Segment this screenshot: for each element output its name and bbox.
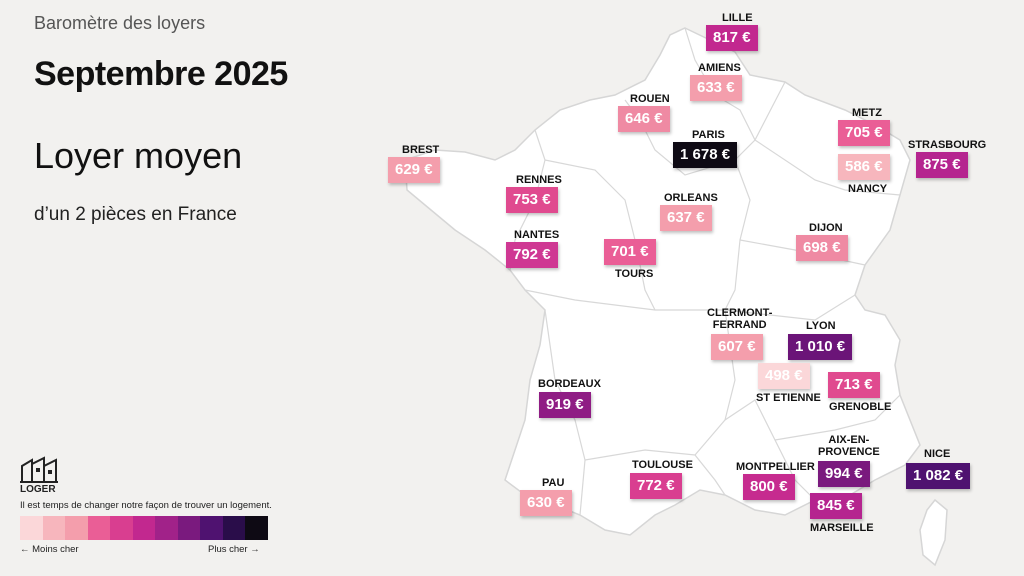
page-title: Septembre 2025 <box>34 55 288 93</box>
loger-logo-icon <box>20 456 58 483</box>
city-label-marseille: MARSEILLE <box>810 522 874 534</box>
color-scale-step <box>132 516 155 540</box>
price-tag-brest: 629 € <box>388 157 440 183</box>
eyebrow-title: Baromètre des loyers <box>34 13 206 33</box>
color-scale-step <box>155 516 178 540</box>
city-label-rennes: RENNES <box>516 174 562 186</box>
color-scale-step <box>65 516 88 540</box>
price-tag-tours: 701 € <box>604 239 656 265</box>
price-tag-dijon: 698 € <box>796 235 848 261</box>
city-label-montpellier: MONTPELLIER <box>736 461 815 473</box>
city-label-brest: BREST <box>402 144 440 156</box>
color-scale-step <box>42 516 65 540</box>
price-tag-pau: 630 € <box>520 490 572 516</box>
price-tag-toulouse: 772 € <box>630 473 682 499</box>
city-label-orleans: ORLEANS <box>664 192 718 204</box>
price-tag-lille: 817 € <box>706 25 758 51</box>
scale-high-label: Plus cher → <box>208 544 260 555</box>
page-subtitle: Loyer moyen <box>34 135 243 176</box>
city-label-lyon: LYON <box>806 320 836 332</box>
scale-low-label: ← Moins cher <box>20 544 79 555</box>
city-label-aix-en-provence: AIX-EN- PROVENCE <box>818 434 880 458</box>
city-label-nantes: NANTES <box>514 229 560 241</box>
price-tag-clermont-ferrand: 607 € <box>711 334 763 360</box>
price-tag-lyon: 1 010 € <box>788 334 853 360</box>
price-tag-rouen: 646 € <box>618 106 670 132</box>
corsica <box>919 498 948 567</box>
color-scale-step <box>222 516 245 540</box>
color-scale-step <box>245 516 268 540</box>
price-tag-nancy: 586 € <box>838 154 890 180</box>
price-tag-amiens: 633 € <box>690 75 742 101</box>
color-scale <box>20 516 268 540</box>
price-tag-marseille: 845 € <box>810 493 862 519</box>
city-label-amiens: AMIENS <box>698 62 741 74</box>
price-tag-nice: 1 082 € <box>906 463 971 489</box>
city-label-pau: PAU <box>542 477 565 489</box>
color-scale-step <box>177 516 200 540</box>
legend-tagline: Il est temps de changer notre façon de t… <box>20 500 272 511</box>
price-tag-metz: 705 € <box>838 120 890 146</box>
city-label-nice: NICE <box>924 448 951 460</box>
city-label-bordeaux: BORDEAUX <box>538 378 601 390</box>
city-label-nancy: NANCY <box>848 183 888 195</box>
price-tag-grenoble: 713 € <box>828 372 880 398</box>
city-label-metz: METZ <box>852 107 882 119</box>
color-scale-step <box>110 516 133 540</box>
page-description: d’un 2 pièces en France <box>34 204 237 225</box>
city-label-clermont-ferrand: CLERMONT- FERRAND <box>707 307 773 331</box>
price-tag-montpellier: 800 € <box>743 474 795 500</box>
price-tag-paris: 1 678 € <box>673 142 738 168</box>
color-scale-step <box>200 516 223 540</box>
loger-logo-text: LOGER <box>20 484 56 495</box>
france-map <box>404 27 948 567</box>
city-label-saint-etienne: ST ETIENNE <box>756 392 821 404</box>
price-tag-rennes: 753 € <box>506 187 558 213</box>
color-scale-step <box>87 516 110 540</box>
price-tag-strasbourg: 875 € <box>916 152 968 178</box>
city-label-tours: TOURS <box>615 268 654 280</box>
city-label-dijon: DIJON <box>809 222 843 234</box>
city-label-strasbourg: STRASBOURG <box>908 139 987 151</box>
city-label-rouen: ROUEN <box>630 93 670 105</box>
price-tag-orleans: 637 € <box>660 205 712 231</box>
city-label-toulouse: TOULOUSE <box>632 459 693 471</box>
price-tag-saint-etienne: 498 € <box>758 363 810 389</box>
color-scale-step <box>20 516 43 540</box>
price-tag-bordeaux: 919 € <box>539 392 591 418</box>
price-tag-nantes: 792 € <box>506 242 558 268</box>
city-label-grenoble: GRENOBLE <box>829 401 892 413</box>
city-label-lille: LILLE <box>722 12 753 24</box>
city-label-paris: PARIS <box>692 129 725 141</box>
price-tag-aix-en-provence: 994 € <box>818 461 870 487</box>
